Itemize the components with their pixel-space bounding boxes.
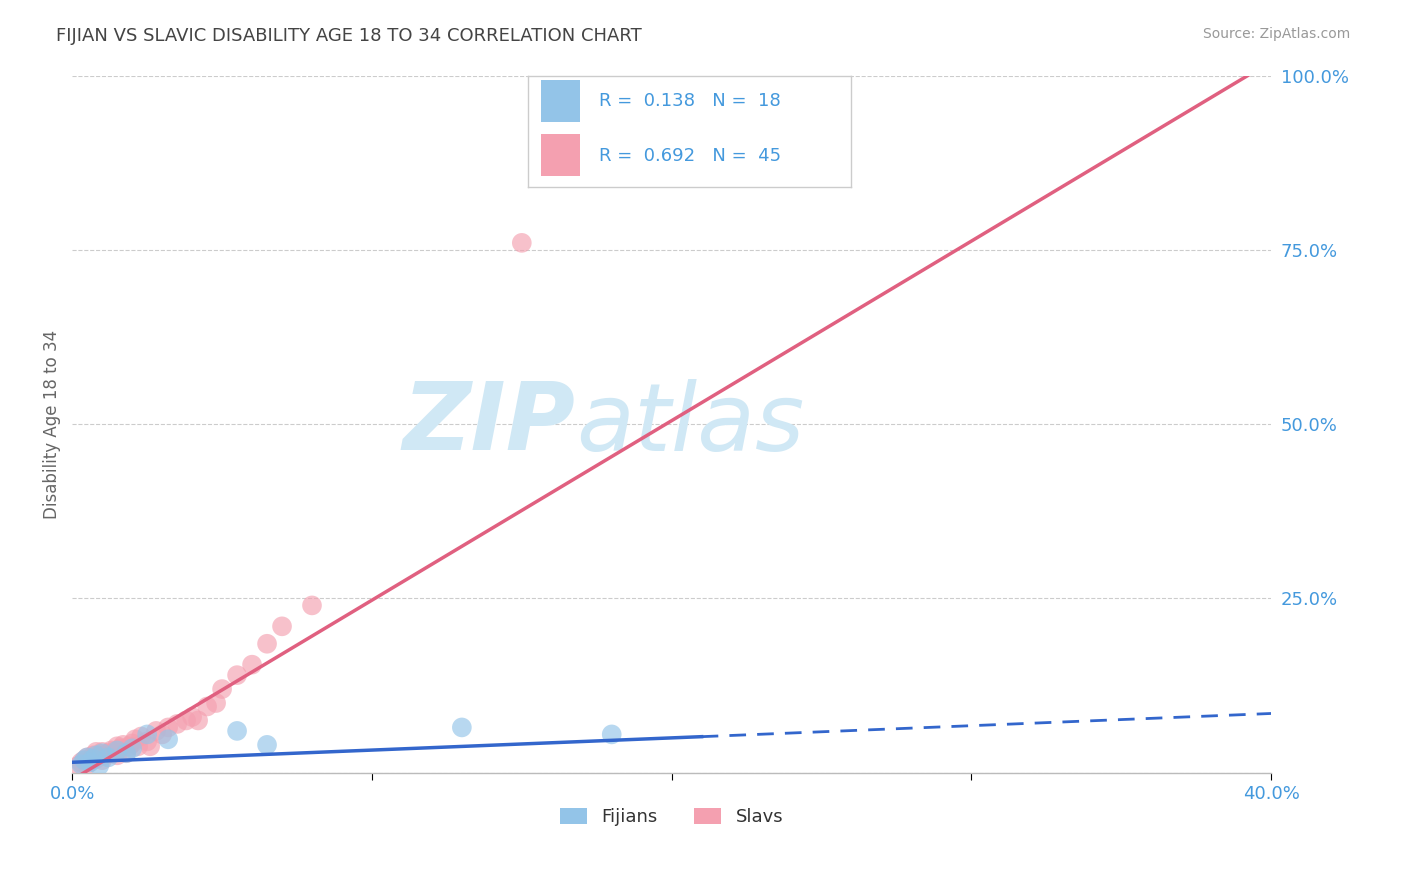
Point: [84, 748, 107, 763]
Point: [139, 739, 162, 754]
Point: [108, 741, 131, 756]
Point: [82, 748, 104, 763]
Point: [211, 682, 233, 697]
Point: [79, 753, 101, 767]
Point: [82, 752, 104, 766]
Point: [256, 738, 278, 752]
Point: [79, 756, 101, 770]
Point: [450, 720, 472, 734]
Point: [510, 235, 533, 250]
Point: [157, 732, 180, 747]
Point: [94, 748, 117, 763]
Point: [70, 756, 93, 770]
Point: [226, 723, 249, 738]
Point: [112, 738, 135, 752]
Point: [70, 757, 93, 772]
Point: [150, 727, 173, 741]
Point: [181, 710, 204, 724]
Point: [115, 746, 138, 760]
Point: [226, 668, 249, 682]
Point: [127, 739, 149, 754]
Point: [73, 753, 96, 767]
Point: [91, 746, 114, 760]
Point: [91, 745, 114, 759]
Point: [129, 730, 152, 744]
Point: [100, 743, 122, 757]
Point: [89, 758, 111, 772]
Legend: Fijians, Slavs: Fijians, Slavs: [553, 801, 790, 833]
Point: [240, 657, 263, 672]
Point: [118, 739, 141, 754]
Point: [84, 745, 107, 759]
Point: [136, 727, 159, 741]
Point: [84, 752, 107, 766]
Point: [271, 619, 294, 633]
Text: atlas: atlas: [575, 378, 804, 469]
Point: [97, 746, 120, 760]
Point: [166, 717, 188, 731]
Point: [67, 758, 90, 772]
Point: [89, 748, 111, 763]
Point: [76, 757, 98, 772]
Point: [115, 746, 138, 760]
Point: [301, 599, 323, 613]
Text: Source: ZipAtlas.com: Source: ZipAtlas.com: [1202, 27, 1350, 41]
Point: [73, 753, 96, 767]
Text: ZIP: ZIP: [404, 378, 575, 470]
Point: [124, 732, 146, 747]
Point: [105, 748, 128, 763]
Point: [103, 745, 125, 759]
Point: [91, 753, 114, 767]
Point: [661, 152, 683, 166]
Text: FIJIAN VS SLAVIC DISABILITY AGE 18 TO 34 CORRELATION CHART: FIJIAN VS SLAVIC DISABILITY AGE 18 TO 34…: [56, 27, 643, 45]
Point: [145, 723, 167, 738]
Point: [136, 734, 159, 748]
Point: [76, 750, 98, 764]
Point: [600, 727, 623, 741]
Point: [174, 714, 197, 728]
Point: [195, 699, 218, 714]
Y-axis label: Disability Age 18 to 34: Disability Age 18 to 34: [44, 329, 60, 518]
Point: [121, 736, 143, 750]
Point: [121, 741, 143, 756]
Point: [187, 714, 209, 728]
Point: [97, 750, 120, 764]
Point: [105, 739, 128, 754]
Point: [205, 696, 228, 710]
Point: [105, 743, 128, 757]
Point: [157, 720, 180, 734]
Point: [76, 750, 98, 764]
Point: [256, 637, 278, 651]
